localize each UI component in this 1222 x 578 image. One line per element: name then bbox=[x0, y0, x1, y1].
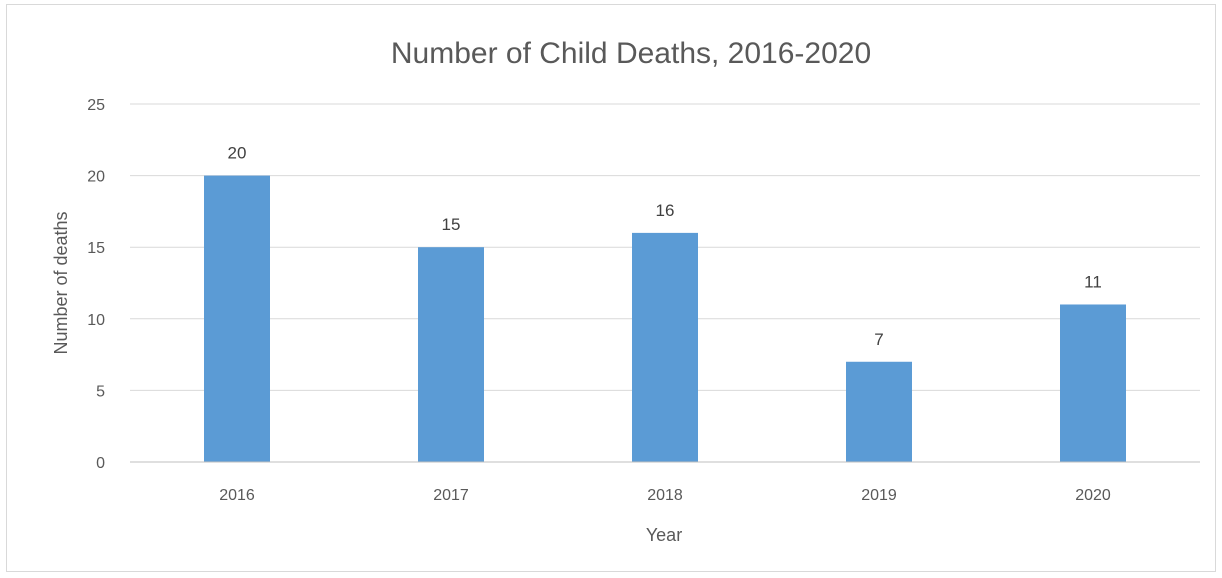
data-labels: 20 15 16 7 11 bbox=[228, 144, 1102, 349]
chart-title: Number of Child Deaths, 2016-2020 bbox=[391, 37, 871, 70]
bar bbox=[632, 232, 698, 462]
y-axis-title: Number of deaths bbox=[51, 211, 71, 354]
bar bbox=[204, 175, 270, 462]
bar bbox=[846, 361, 912, 462]
x-tick-label: 2017 bbox=[433, 487, 469, 504]
x-axis-title: Year bbox=[646, 525, 682, 545]
y-tick-label: 15 bbox=[87, 240, 105, 257]
data-label: 20 bbox=[228, 144, 247, 163]
bar bbox=[1060, 304, 1126, 462]
data-label: 11 bbox=[1084, 272, 1102, 291]
data-label: 16 bbox=[656, 201, 675, 220]
data-label: 15 bbox=[442, 215, 461, 234]
bar bbox=[418, 247, 484, 462]
x-tick-label: 2016 bbox=[219, 487, 255, 504]
y-axis-ticks: 0 5 10 15 20 25 bbox=[87, 97, 105, 472]
y-tick-label: 5 bbox=[96, 383, 105, 400]
x-axis-ticks: 2016 2017 2018 2019 2020 bbox=[219, 487, 1111, 504]
y-tick-label: 10 bbox=[87, 312, 105, 329]
bars bbox=[204, 175, 1126, 462]
x-tick-label: 2019 bbox=[861, 487, 897, 504]
x-tick-label: 2018 bbox=[647, 487, 683, 504]
x-tick-label: 2020 bbox=[1075, 487, 1111, 504]
y-tick-label: 25 bbox=[87, 97, 105, 114]
data-label: 7 bbox=[874, 330, 883, 349]
y-tick-label: 0 bbox=[96, 455, 105, 472]
y-tick-label: 20 bbox=[87, 169, 105, 186]
